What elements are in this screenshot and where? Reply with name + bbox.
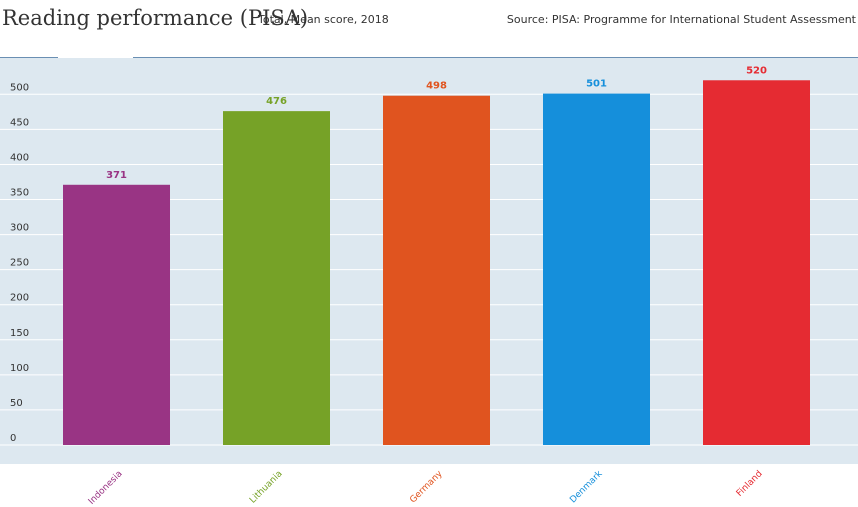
bar <box>223 111 330 445</box>
header-divider-left <box>0 57 58 58</box>
x-tick-label: Germany <box>408 469 445 506</box>
chart-header: Reading performance (PISA) Total, Mean s… <box>0 0 858 58</box>
chart-title: Reading performance (PISA) <box>2 6 309 30</box>
y-tick-label: 50 <box>10 398 23 409</box>
bar <box>383 95 490 446</box>
x-tick-label: Lithuania <box>248 469 285 506</box>
bar-value-label: 371 <box>106 170 127 181</box>
y-tick-label: 250 <box>10 258 29 269</box>
y-tick-label: 350 <box>10 188 29 199</box>
chart-source: Source: PISA: Programme for Internationa… <box>506 13 856 26</box>
bar <box>703 80 810 445</box>
y-tick-label: 100 <box>10 363 29 374</box>
header-divider-right <box>133 57 858 58</box>
chart-subtitle: Total, Mean score, 2018 <box>258 13 389 26</box>
bar-value-label: 501 <box>586 79 607 90</box>
bar <box>63 184 170 446</box>
y-tick-label: 300 <box>10 223 29 234</box>
y-tick-label: 0 <box>10 433 16 444</box>
bars: 371 476 498 501 520 <box>63 65 810 446</box>
bar-value-label: 498 <box>426 81 447 92</box>
bar-value-label: 476 <box>266 96 287 107</box>
bar <box>543 93 650 445</box>
x-tick-label: Indonesia <box>87 469 125 507</box>
bar-value-label: 520 <box>746 65 767 76</box>
y-axis: 0 50 100 150 200 250 300 350 400 450 500 <box>10 82 29 444</box>
y-tick-label: 450 <box>10 117 29 128</box>
x-tick-label: Finland <box>735 469 765 499</box>
y-tick-label: 150 <box>10 328 29 339</box>
y-tick-label: 200 <box>10 293 29 304</box>
x-tick-label: Denmark <box>568 468 605 505</box>
y-tick-label: 500 <box>10 82 29 93</box>
y-tick-label: 400 <box>10 152 29 163</box>
x-axis: Indonesia Lithuania Germany Denmark Finland <box>87 468 765 506</box>
